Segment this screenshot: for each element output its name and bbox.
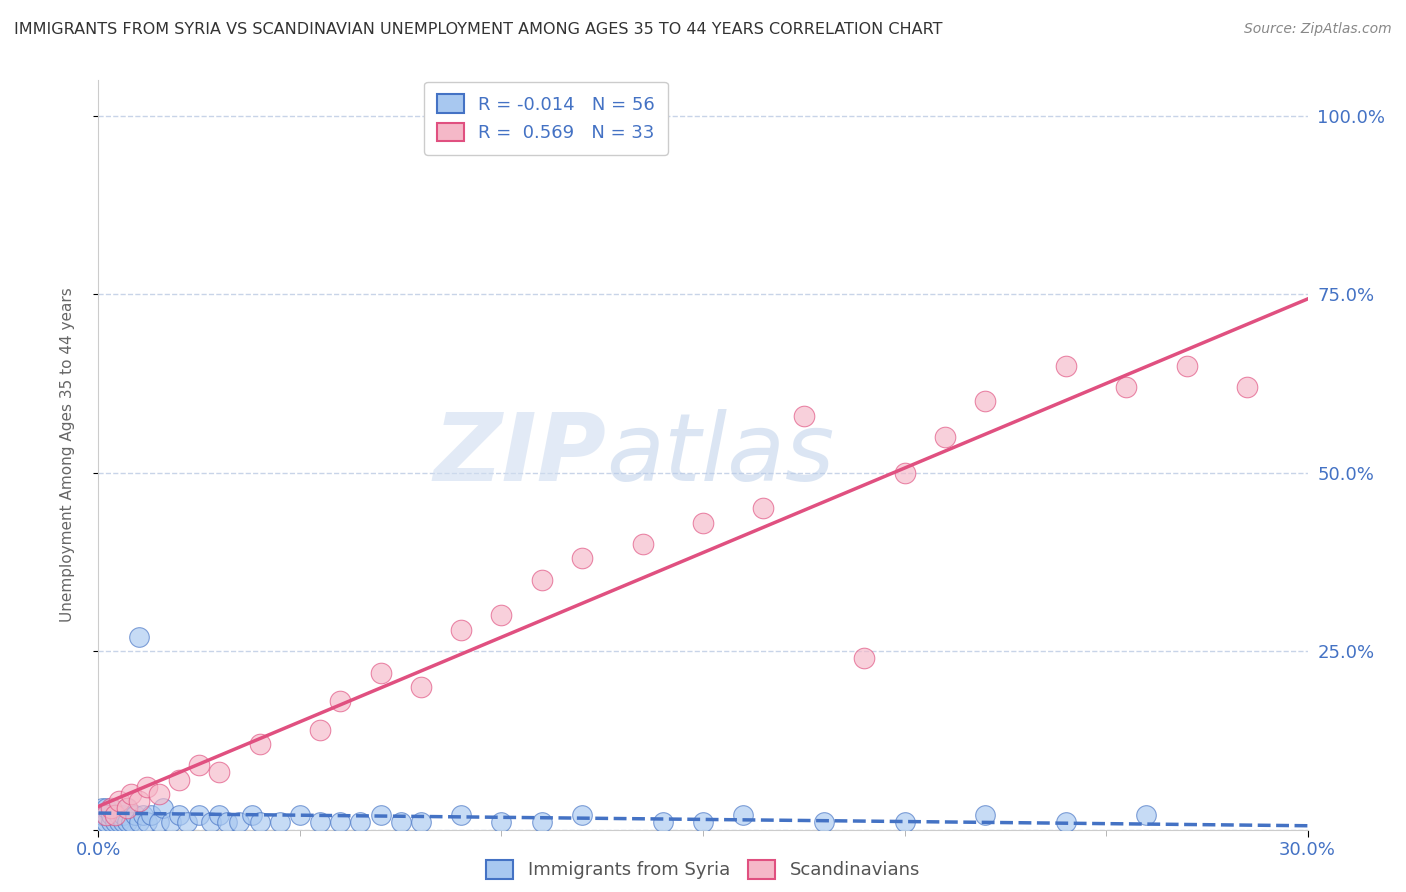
Point: [1054, 359, 1077, 373]
Point: [107, 794, 129, 808]
Point: [1236, 380, 1258, 394]
Point: [370, 808, 392, 822]
Point: [249, 815, 271, 830]
Text: IMMIGRANTS FROM SYRIA VS SCANDINAVIAN UNEMPLOYMENT AMONG AGES 35 TO 44 YEARS COR: IMMIGRANTS FROM SYRIA VS SCANDINAVIAN UN…: [14, 22, 942, 37]
Point: [148, 787, 170, 801]
Point: [107, 815, 129, 830]
Point: [530, 815, 553, 830]
Point: [103, 815, 125, 830]
Legend: Immigrants from Syria, Scandinavians: Immigrants from Syria, Scandinavians: [479, 853, 927, 887]
Point: [111, 815, 134, 830]
Point: [1115, 380, 1137, 394]
Point: [124, 808, 146, 822]
Point: [135, 780, 157, 794]
Point: [450, 623, 472, 637]
Point: [132, 808, 155, 822]
Point: [692, 815, 714, 830]
Point: [176, 815, 198, 830]
Point: [288, 808, 311, 822]
Point: [974, 808, 997, 822]
Point: [329, 694, 352, 708]
Point: [128, 794, 150, 808]
Point: [409, 815, 432, 830]
Point: [651, 815, 673, 830]
Point: [309, 815, 332, 830]
Point: [91, 808, 114, 822]
Point: [115, 815, 138, 830]
Point: [120, 787, 142, 801]
Point: [793, 409, 815, 423]
Point: [208, 765, 231, 780]
Point: [96, 815, 118, 830]
Point: [409, 680, 432, 694]
Point: [571, 551, 593, 566]
Point: [631, 537, 654, 551]
Point: [1054, 815, 1077, 830]
Point: [111, 808, 134, 822]
Point: [96, 808, 118, 822]
Point: [249, 737, 271, 751]
Point: [107, 808, 129, 822]
Point: [100, 815, 122, 830]
Point: [188, 758, 211, 772]
Point: [96, 808, 118, 822]
Point: [370, 665, 392, 680]
Point: [217, 815, 239, 830]
Point: [103, 808, 125, 822]
Point: [692, 516, 714, 530]
Point: [135, 815, 157, 830]
Point: [309, 723, 332, 737]
Point: [91, 815, 114, 830]
Point: [329, 815, 352, 830]
Point: [128, 815, 150, 830]
Legend: R = -0.014   N = 56, R =  0.569   N = 33: R = -0.014 N = 56, R = 0.569 N = 33: [425, 82, 668, 155]
Point: [167, 808, 190, 822]
Point: [208, 808, 231, 822]
Text: Source: ZipAtlas.com: Source: ZipAtlas.com: [1244, 22, 1392, 37]
Point: [269, 815, 291, 830]
Point: [96, 801, 118, 815]
Point: [91, 801, 114, 815]
Point: [389, 815, 412, 830]
Point: [530, 573, 553, 587]
Point: [752, 501, 775, 516]
Point: [491, 608, 513, 623]
Point: [228, 815, 250, 830]
Point: [974, 394, 997, 409]
Text: atlas: atlas: [606, 409, 835, 500]
Point: [813, 815, 835, 830]
Point: [853, 651, 876, 665]
Point: [100, 801, 122, 815]
Point: [240, 808, 263, 822]
Point: [349, 815, 371, 830]
Point: [1175, 359, 1198, 373]
Point: [115, 801, 138, 815]
Point: [450, 808, 472, 822]
Point: [934, 430, 956, 444]
Point: [200, 815, 222, 830]
Point: [188, 808, 211, 822]
Point: [491, 815, 513, 830]
Point: [139, 808, 162, 822]
Point: [1135, 808, 1157, 822]
Point: [893, 815, 915, 830]
Point: [100, 808, 122, 822]
Text: ZIP: ZIP: [433, 409, 606, 501]
Point: [167, 772, 190, 787]
Point: [893, 466, 915, 480]
Point: [571, 808, 593, 822]
Point: [733, 808, 755, 822]
Y-axis label: Unemployment Among Ages 35 to 44 years: Unemployment Among Ages 35 to 44 years: [60, 287, 75, 623]
Point: [148, 815, 170, 830]
Point: [120, 815, 142, 830]
Point: [128, 630, 150, 644]
Point: [152, 801, 174, 815]
Point: [100, 801, 122, 815]
Point: [160, 815, 183, 830]
Point: [103, 808, 125, 822]
Point: [115, 801, 138, 815]
